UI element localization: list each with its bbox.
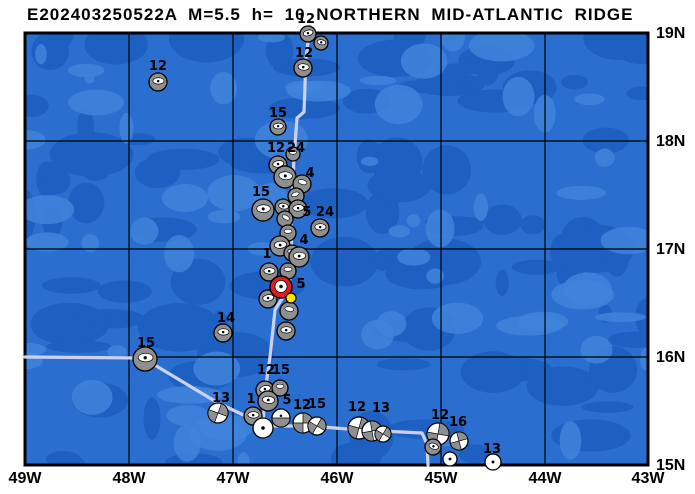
y-axis-tick-label: 16N bbox=[656, 349, 685, 366]
event-label: 1 bbox=[262, 247, 271, 262]
event-label: 12 bbox=[257, 363, 275, 378]
event-label: 4 bbox=[305, 166, 314, 181]
focal-mechanism bbox=[276, 321, 296, 341]
focal-mechanism bbox=[252, 417, 274, 439]
focal-mechanism bbox=[374, 425, 392, 443]
focal-mechanism bbox=[442, 451, 458, 467]
event-label: 1 bbox=[246, 392, 255, 407]
event-label: 16 bbox=[449, 415, 467, 430]
event-label: 14 bbox=[217, 311, 235, 326]
page-title: E202403250522A M=5.5 h= 10 NORTHERN MID-… bbox=[27, 5, 633, 24]
event-label: 4 bbox=[299, 233, 308, 248]
focal-mechanism bbox=[293, 58, 313, 78]
focal-mechanism bbox=[257, 390, 279, 412]
focal-mechanism bbox=[449, 431, 469, 451]
focal-mechanism bbox=[132, 346, 158, 372]
x-axis-tick-label: 47W bbox=[217, 470, 251, 487]
focal-mechanism bbox=[213, 323, 233, 343]
focal-mechanism bbox=[285, 146, 301, 162]
y-axis-tick-label: 19N bbox=[656, 25, 685, 42]
x-axis-tick-label: 46W bbox=[321, 470, 355, 487]
event-label: 13 bbox=[372, 401, 390, 416]
x-axis-tick-label: 49W bbox=[9, 470, 43, 487]
event-label: 24 bbox=[287, 141, 305, 156]
event-label: 15 bbox=[308, 397, 326, 412]
event-label: 12 bbox=[431, 408, 449, 423]
focal-mechanism bbox=[276, 210, 294, 228]
focal-mechanisms bbox=[132, 25, 502, 471]
focal-mechanism bbox=[310, 218, 330, 238]
event-label: 5 bbox=[302, 205, 311, 220]
focal-mechanism bbox=[307, 416, 327, 436]
focal-mechanism bbox=[299, 25, 317, 43]
event-label: 15 bbox=[137, 336, 155, 351]
focal-mechanism bbox=[148, 72, 168, 92]
event-label: 15 bbox=[269, 106, 287, 121]
graticule-grid bbox=[25, 33, 648, 465]
x-axis-tick-label: 45W bbox=[425, 470, 459, 487]
event-label: 12 bbox=[297, 12, 315, 27]
event-label: 12 bbox=[348, 400, 366, 415]
focal-mechanism bbox=[207, 402, 229, 424]
event-label: 15 bbox=[252, 185, 270, 200]
event-label: 12 bbox=[149, 59, 167, 74]
focal-mechanism bbox=[259, 262, 279, 282]
event-label: 15 bbox=[272, 363, 290, 378]
focal-mechanism bbox=[288, 199, 308, 219]
map-frame bbox=[23, 31, 650, 467]
x-axis-tick-label: 44W bbox=[529, 470, 563, 487]
event-label: 24 bbox=[316, 205, 334, 220]
focal-mechanism bbox=[424, 438, 442, 456]
focal-mechanism bbox=[484, 453, 502, 471]
x-axis-tick-label: 48W bbox=[113, 470, 147, 487]
event-label: 5 bbox=[282, 393, 291, 408]
ocean-texture bbox=[25, 33, 648, 465]
axis-labels: 49W 48W 47W 46W 45W 44W 43W 19N 18N 17N 16N 15N bbox=[9, 25, 686, 487]
event-label: 12 bbox=[293, 398, 311, 413]
focal-mechanism bbox=[288, 246, 310, 268]
event-label: 12 bbox=[267, 141, 285, 156]
focal-mechanism bbox=[271, 379, 289, 397]
epicenter-marker bbox=[285, 292, 297, 304]
focal-mechanism bbox=[269, 118, 287, 136]
event-label: 12 bbox=[295, 46, 313, 61]
focal-mechanism bbox=[279, 262, 297, 280]
event-label: 13 bbox=[212, 391, 230, 406]
focal-mechanism bbox=[271, 408, 291, 428]
y-axis-tick-label: 15N bbox=[656, 457, 685, 474]
main-event-label: 5 bbox=[296, 277, 305, 292]
focal-mechanism bbox=[251, 198, 275, 222]
event-label: 13 bbox=[483, 442, 501, 457]
y-axis-tick-label: 17N bbox=[656, 241, 685, 258]
focal-mechanism bbox=[279, 301, 299, 321]
x-axis-tick-label: 43W bbox=[632, 470, 666, 487]
y-axis-tick-label: 18N bbox=[656, 133, 685, 150]
focal-mechanism bbox=[313, 35, 329, 51]
main-event-focal-mechanism bbox=[269, 275, 293, 299]
